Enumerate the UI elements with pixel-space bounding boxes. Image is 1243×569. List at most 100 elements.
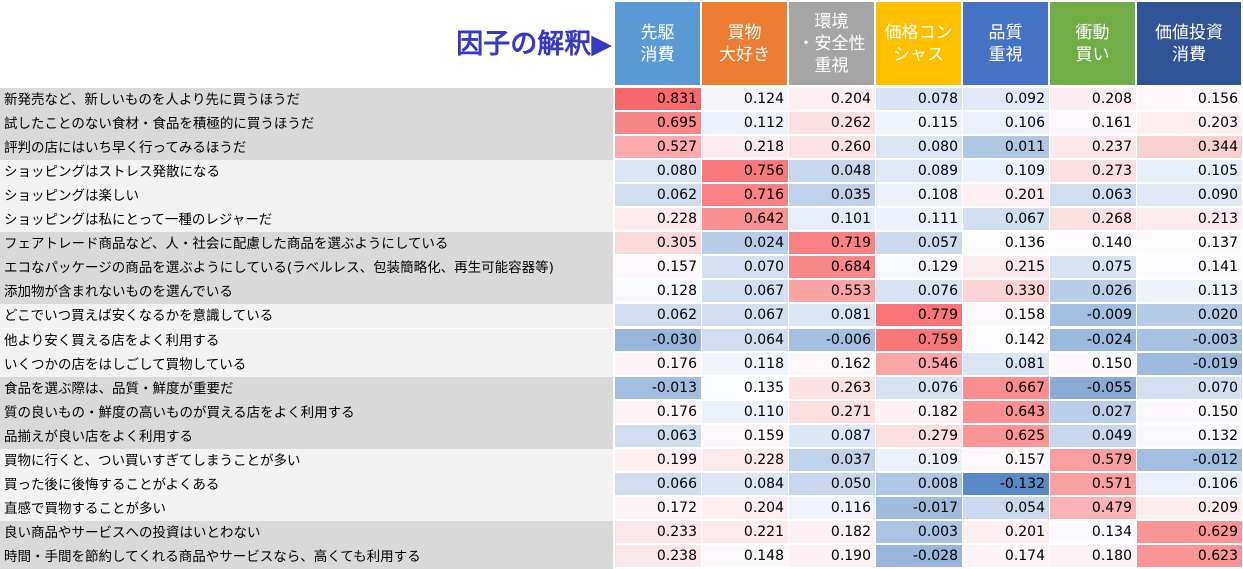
cell: 0.262 bbox=[789, 112, 876, 136]
row-label: いくつかの店をはしごして買物している bbox=[0, 352, 613, 377]
row-label: 他より安く買える店をよく利用する bbox=[0, 328, 613, 353]
cell: 0.161 bbox=[1050, 112, 1137, 136]
cell: 0.228 bbox=[702, 448, 789, 472]
cell: 0.108 bbox=[876, 184, 963, 208]
row-label: 質の良いもの・鮮度の高いものが買える店をよく利用する bbox=[0, 400, 613, 425]
title: 因子の解釈▶ bbox=[456, 29, 612, 60]
column-header: 買物 大好き bbox=[702, 2, 787, 85]
cell: 0.279 bbox=[876, 424, 963, 448]
cell: 0.172 bbox=[615, 496, 702, 520]
cell: 0.070 bbox=[702, 256, 789, 280]
cell: -0.017 bbox=[876, 496, 963, 520]
cell: 0.118 bbox=[702, 352, 789, 376]
cell: 0.201 bbox=[963, 184, 1050, 208]
cell: 0.695 bbox=[615, 112, 702, 136]
cell: 0.109 bbox=[963, 160, 1050, 184]
cell: 0.101 bbox=[789, 208, 876, 232]
cell: 0.062 bbox=[615, 184, 702, 208]
cell: 0.106 bbox=[1137, 472, 1243, 496]
cell: 0.344 bbox=[1137, 136, 1243, 160]
cell: 0.215 bbox=[963, 256, 1050, 280]
cell: -0.006 bbox=[789, 328, 876, 352]
cell: 0.137 bbox=[1137, 232, 1243, 256]
cell: 0.078 bbox=[876, 88, 963, 111]
cell: 0.176 bbox=[615, 352, 702, 376]
cell: 0.759 bbox=[876, 328, 963, 352]
cell: 0.162 bbox=[789, 352, 876, 376]
cell: 0.105 bbox=[1137, 160, 1243, 184]
column-header: 先駆 消費 bbox=[615, 2, 700, 85]
cell: 0.080 bbox=[615, 160, 702, 184]
cell: 0.116 bbox=[789, 496, 876, 520]
cell: 0.579 bbox=[1050, 448, 1137, 472]
cell: 0.182 bbox=[789, 520, 876, 544]
column-header: 環境 ・安全性 重視 bbox=[789, 2, 874, 85]
row-label: ショッピングは私にとって一種のレジャーだ bbox=[0, 208, 613, 233]
cell: 0.213 bbox=[1137, 208, 1243, 232]
cell: 0.201 bbox=[963, 520, 1050, 544]
cell: 0.050 bbox=[789, 472, 876, 496]
cell: 0.129 bbox=[876, 256, 963, 280]
row-label: 新発売など、新しいものを人より先に買うほうだ bbox=[0, 88, 613, 112]
cell: 0.128 bbox=[615, 280, 702, 304]
cell: 0.625 bbox=[963, 424, 1050, 448]
cell: 0.067 bbox=[702, 304, 789, 328]
column-header: 品質 重視 bbox=[963, 2, 1048, 85]
cell: 0.070 bbox=[1137, 376, 1243, 400]
cell: 0.176 bbox=[615, 400, 702, 424]
row-label: フェアトレード商品など、人・社会に配慮した商品を選ぶようにしている bbox=[0, 232, 613, 257]
row-label: 良い商品やサービスへの投資はいとわない bbox=[0, 520, 613, 545]
cell: 0.054 bbox=[963, 496, 1050, 520]
cell: 0.527 bbox=[615, 136, 702, 160]
cell: -0.028 bbox=[876, 544, 963, 568]
cell: 0.037 bbox=[789, 448, 876, 472]
row-label: 買物に行くと、つい買いすぎてしまうことが多い bbox=[0, 448, 613, 473]
cell: 0.204 bbox=[702, 496, 789, 520]
cell: 0.273 bbox=[1050, 160, 1137, 184]
row-label: どこでいつ買えば安くなるかを意識している bbox=[0, 304, 613, 329]
cell: -0.024 bbox=[1050, 328, 1137, 352]
cell: 0.132 bbox=[1137, 424, 1243, 448]
cell: 0.218 bbox=[702, 136, 789, 160]
cell: 0.271 bbox=[789, 400, 876, 424]
cell: 0.233 bbox=[615, 520, 702, 544]
row-label: 買った後に後悔することがよくある bbox=[0, 472, 613, 497]
cell: 0.140 bbox=[1050, 232, 1137, 256]
cell: 0.156 bbox=[1137, 88, 1243, 111]
cell: 0.260 bbox=[789, 136, 876, 160]
cell: 0.779 bbox=[876, 304, 963, 328]
cell: 0.020 bbox=[1137, 304, 1243, 328]
cell: -0.132 bbox=[963, 472, 1050, 496]
cell: 0.124 bbox=[702, 88, 789, 111]
cell: -0.019 bbox=[1137, 352, 1243, 376]
cell: 0.063 bbox=[615, 424, 702, 448]
cell: 0.157 bbox=[963, 448, 1050, 472]
cell: 0.157 bbox=[615, 256, 702, 280]
cell: 0.831 bbox=[615, 88, 702, 111]
cell: 0.035 bbox=[789, 184, 876, 208]
cell: 0.057 bbox=[876, 232, 963, 256]
cell: -0.012 bbox=[1137, 448, 1243, 472]
cell: 0.134 bbox=[1050, 520, 1137, 544]
row-label: 添加物が含まれないものを選んでいる bbox=[0, 280, 613, 305]
cell: 0.048 bbox=[789, 160, 876, 184]
cell: 0.158 bbox=[963, 304, 1050, 328]
cell: 0.080 bbox=[876, 136, 963, 160]
cell: 0.027 bbox=[1050, 400, 1137, 424]
row-label: ショッピングはストレス発散になる bbox=[0, 160, 613, 185]
column-header: 衝動 買い bbox=[1050, 2, 1135, 85]
cell: 0.148 bbox=[702, 544, 789, 568]
cell: 0.263 bbox=[789, 376, 876, 400]
cell: 0.150 bbox=[1050, 352, 1137, 376]
row-label: 直感で買物することが多い bbox=[0, 496, 613, 521]
cell: 0.076 bbox=[876, 280, 963, 304]
row-label: 食品を選ぶ際は、品質・鮮度が重要だ bbox=[0, 376, 613, 401]
cell: 0.003 bbox=[876, 520, 963, 544]
cell: 0.024 bbox=[702, 232, 789, 256]
cell: 0.330 bbox=[963, 280, 1050, 304]
cell: 0.190 bbox=[789, 544, 876, 568]
cell: 0.629 bbox=[1137, 520, 1243, 544]
cell: 0.203 bbox=[1137, 112, 1243, 136]
cell: -0.009 bbox=[1050, 304, 1137, 328]
cell: 0.268 bbox=[1050, 208, 1137, 232]
